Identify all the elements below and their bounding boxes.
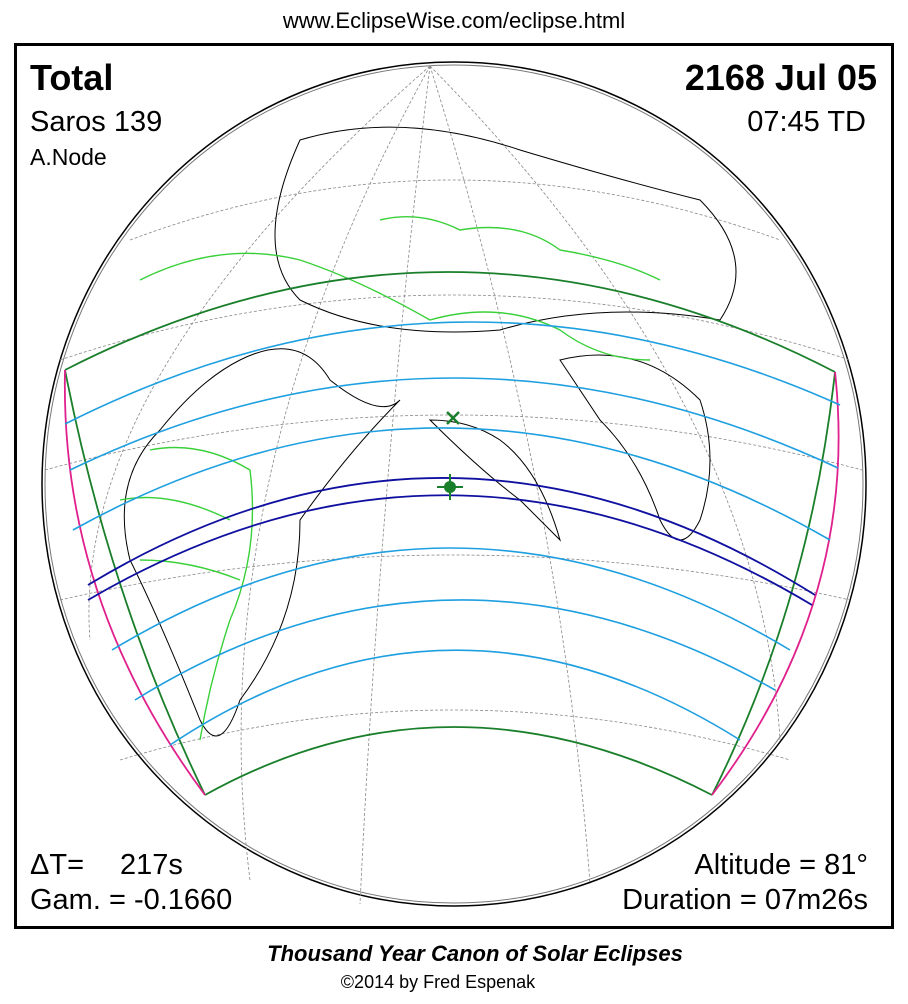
altitude: Altitude = 81° bbox=[694, 849, 868, 881]
eclipse-path bbox=[63, 271, 841, 796]
gamma: Gam. = -0.1660 bbox=[30, 884, 232, 916]
eclipse-time: 07:45 TD bbox=[747, 106, 866, 138]
saros: Saros 139 bbox=[30, 106, 162, 138]
eclipse-date: 2168 Jul 05 bbox=[685, 57, 877, 98]
copyright: ©2014 by Fred Espenak bbox=[341, 972, 536, 992]
delta-t-label: ΔT= bbox=[30, 849, 84, 881]
eclipse-type: Total bbox=[30, 57, 113, 98]
delta-t: 217s bbox=[120, 849, 183, 881]
node: A.Node bbox=[30, 144, 107, 170]
duration: Duration = 07m26s bbox=[622, 884, 868, 916]
url: www.EclipseWise.com/eclipse.html bbox=[282, 8, 625, 33]
footer-title: Thousand Year Canon of Solar Eclipses bbox=[267, 941, 683, 966]
